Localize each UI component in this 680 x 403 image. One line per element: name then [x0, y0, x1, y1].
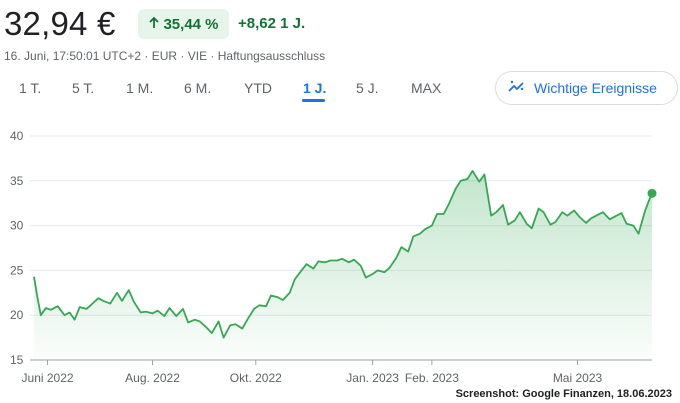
x-tick-label: Feb. 2023 [405, 371, 459, 385]
tab-range-ytd[interactable]: YTD [244, 80, 272, 96]
tab-range-5y[interactable]: 5 J. [356, 80, 379, 96]
absolute-change: +8,62 1 J. [238, 15, 306, 32]
x-tick-label: Aug. 2022 [125, 371, 180, 385]
y-tick-label: 25 [10, 263, 24, 277]
x-tick-label: Mai 2023 [553, 371, 603, 385]
y-tick-label: 30 [10, 219, 24, 233]
y-tick-label: 15 [10, 353, 24, 367]
tab-range-max[interactable]: MAX [411, 80, 442, 96]
percent-change-badge: 35,44 % [138, 9, 229, 39]
y-tick-label: 40 [10, 129, 24, 143]
y-tick-label: 35 [10, 174, 24, 188]
tab-range-6m[interactable]: 6 M. [184, 80, 212, 96]
arrow-up-icon [148, 16, 160, 33]
tab-range-1y[interactable]: 1 J. [303, 80, 327, 96]
x-tick-label: Juni 2022 [22, 371, 74, 385]
quote-meta: 16. Juni, 17:50:01 UTC+2 · EUR · VIE · H… [4, 49, 326, 63]
percent-change-value: 35,44 % [163, 15, 219, 33]
y-tick-label: 20 [10, 308, 24, 322]
tab-range-1m[interactable]: 1 M. [126, 80, 154, 96]
trend-sparkle-icon [508, 78, 526, 99]
key-events-label: Wichtige Ereignisse [534, 80, 657, 96]
x-tick-label: Okt. 2022 [230, 371, 282, 385]
price-chart: 15 20 25 30 35 40 Juni 2022 Aug. 2022 Okt. 2022 J… [10, 129, 657, 385]
price-value: 32,94 € [4, 5, 116, 42]
price-line [33, 170, 653, 339]
x-tick-label: Jan. 2023 [346, 371, 399, 385]
current-price-dot [647, 188, 657, 198]
tab-range-5d[interactable]: 5 T. [72, 80, 95, 96]
key-events-button[interactable]: Wichtige Ereignisse [495, 71, 678, 105]
screenshot-credit: Screenshot: Google Finanzen, 18.06.2023 [455, 388, 672, 400]
price-area [34, 170, 652, 360]
tab-range-1d[interactable]: 1 T. [19, 80, 42, 96]
active-range-indicator [302, 99, 325, 102]
